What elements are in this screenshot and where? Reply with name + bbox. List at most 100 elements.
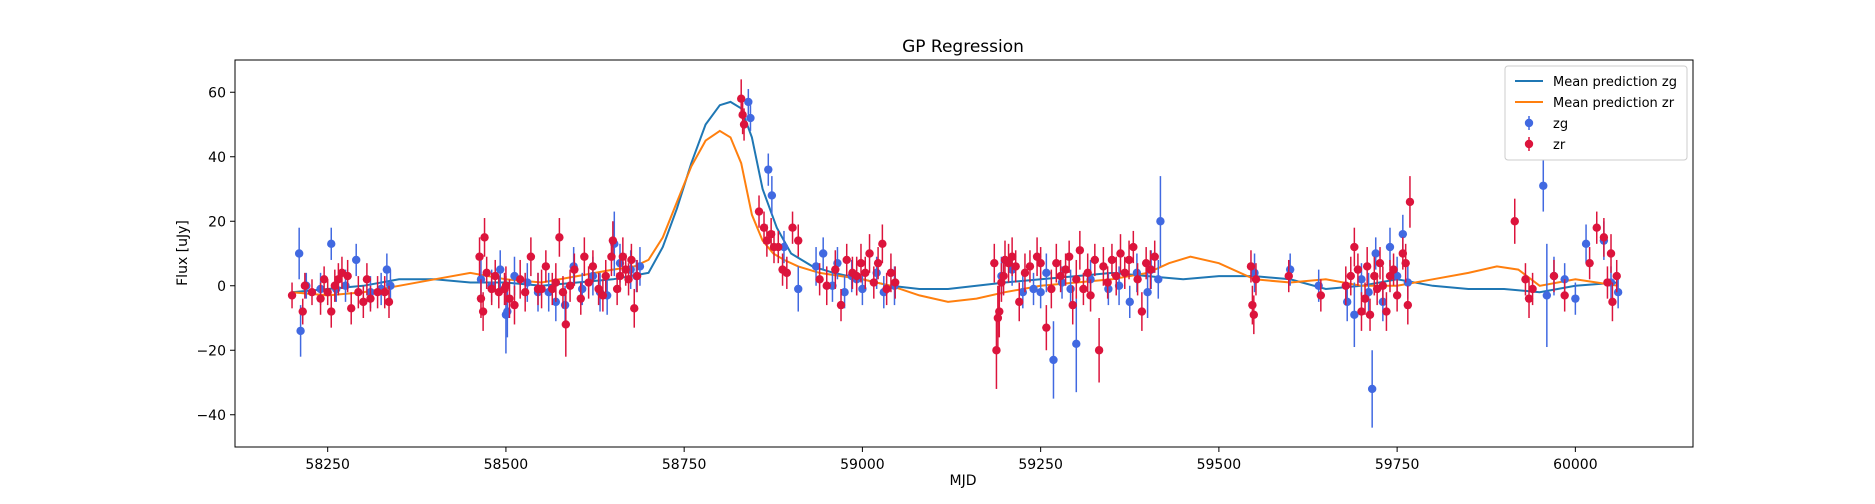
data-point-zg bbox=[352, 255, 361, 265]
data-point-zr bbox=[865, 249, 874, 258]
data-point-zg bbox=[496, 265, 505, 274]
data-point-zg bbox=[1314, 281, 1323, 290]
data-point-zg bbox=[1613, 288, 1623, 297]
data-point-zr bbox=[1521, 275, 1530, 284]
data-point-zr bbox=[1150, 252, 1159, 261]
data-point-zr bbox=[1401, 258, 1410, 268]
data-point-zr bbox=[822, 281, 831, 290]
mean-prediction-line-zg bbox=[291, 100, 1619, 294]
y-axis-label: Flux [uJy] bbox=[175, 220, 191, 286]
data-point-zr bbox=[1103, 278, 1112, 287]
y-tick-label: 60 bbox=[208, 85, 226, 101]
data-point-zg bbox=[386, 281, 395, 290]
data-point-zg bbox=[1371, 249, 1380, 258]
data-point-zr bbox=[1606, 249, 1616, 258]
mean-prediction-line-zr bbox=[291, 129, 1619, 303]
data-point-zr bbox=[1052, 258, 1061, 268]
data-point-zr bbox=[588, 262, 598, 271]
data-point-zg bbox=[1156, 217, 1165, 226]
data-point-zr bbox=[354, 288, 363, 297]
data-point-zr bbox=[1603, 278, 1612, 287]
data-point-zr bbox=[738, 110, 747, 120]
data-point-zr bbox=[491, 271, 500, 281]
x-tick-label: 58250 bbox=[305, 457, 350, 473]
data-point-zr bbox=[1246, 262, 1256, 271]
data-point-zr bbox=[788, 223, 797, 232]
data-point-zr bbox=[1405, 197, 1415, 207]
data-point-zg bbox=[1042, 268, 1051, 278]
data-point-zr bbox=[842, 255, 851, 265]
data-point-zg bbox=[1357, 275, 1366, 284]
legend-label: Mean prediction zr bbox=[1553, 96, 1675, 111]
data-point-zr bbox=[287, 291, 297, 300]
chart-title: GP Regression bbox=[902, 37, 1024, 57]
data-point-zr bbox=[555, 233, 564, 242]
data-point-zr bbox=[992, 346, 1001, 355]
data-point-zr bbox=[476, 294, 486, 303]
x-tick-label: 59000 bbox=[840, 457, 885, 473]
data-point-zr bbox=[1079, 284, 1088, 294]
data-point-zr bbox=[1090, 255, 1100, 265]
data-point-zr bbox=[999, 271, 1008, 281]
data-point-zr bbox=[852, 271, 861, 281]
data-point-zr bbox=[541, 262, 551, 271]
data-point-zr bbox=[487, 284, 496, 294]
data-point-zr bbox=[1403, 300, 1413, 310]
data-point-zr bbox=[1608, 297, 1617, 307]
data-point-zr bbox=[782, 268, 792, 278]
data-point-zr bbox=[576, 294, 585, 303]
data-point-zr bbox=[815, 275, 824, 284]
data-point-zr bbox=[1068, 300, 1077, 310]
data-point-zr bbox=[1392, 291, 1402, 300]
data-point-zr bbox=[1015, 297, 1024, 307]
data-point-zr bbox=[1064, 252, 1074, 261]
data-point-zr bbox=[1124, 255, 1134, 265]
data-point-zr bbox=[319, 275, 329, 284]
data-point-zr bbox=[886, 268, 896, 278]
data-point-zr bbox=[1585, 258, 1594, 268]
data-point-zr bbox=[598, 291, 608, 300]
data-point-zr bbox=[584, 278, 593, 287]
data-point-zr bbox=[1362, 262, 1372, 271]
data-point-zr bbox=[607, 252, 616, 261]
data-point-zr bbox=[1378, 281, 1388, 290]
data-point-zr bbox=[359, 297, 368, 307]
x-axis-label: MJD bbox=[950, 473, 977, 489]
data-point-zg bbox=[767, 191, 777, 200]
data-point-zr bbox=[558, 288, 568, 297]
data-point-zr bbox=[861, 268, 870, 278]
data-point-zr bbox=[1112, 271, 1121, 281]
y-axis: −40 −20 0 20 40 60 bbox=[196, 85, 235, 424]
data-point-zr bbox=[482, 268, 491, 278]
data-point-zr bbox=[1284, 271, 1293, 281]
data-point-zg bbox=[858, 284, 867, 294]
data-point-zr bbox=[873, 258, 883, 268]
data-point-zr bbox=[1107, 255, 1117, 265]
data-point-zr bbox=[1056, 271, 1065, 281]
data-point-zr bbox=[1524, 294, 1534, 303]
data-point-zg bbox=[1143, 288, 1152, 297]
data-point-zr bbox=[1592, 223, 1601, 232]
data-point-zg bbox=[746, 113, 755, 123]
data-point-zr bbox=[1075, 246, 1085, 255]
data-point-zg bbox=[1398, 229, 1408, 239]
data-point-zr bbox=[300, 281, 310, 290]
data-point-zg bbox=[744, 97, 753, 107]
data-point-zr bbox=[373, 288, 382, 297]
data-point-zr bbox=[1370, 271, 1379, 281]
legend-label: Mean prediction zg bbox=[1553, 75, 1677, 90]
data-point-zg bbox=[578, 284, 587, 294]
y-tick-label: 0 bbox=[217, 279, 226, 295]
data-point-zr bbox=[766, 229, 776, 239]
data-point-zr bbox=[856, 258, 866, 268]
data-point-zr bbox=[316, 294, 325, 303]
data-point-zg bbox=[764, 165, 773, 174]
x-tick-label: 59500 bbox=[1197, 457, 1242, 473]
data-point-zr bbox=[347, 304, 356, 313]
data-point-zr bbox=[1346, 271, 1355, 281]
data-point-zg bbox=[1542, 291, 1552, 300]
data-point-zr bbox=[1360, 294, 1370, 303]
data-point-zr bbox=[1385, 271, 1395, 281]
data-point-zg bbox=[1049, 355, 1058, 365]
